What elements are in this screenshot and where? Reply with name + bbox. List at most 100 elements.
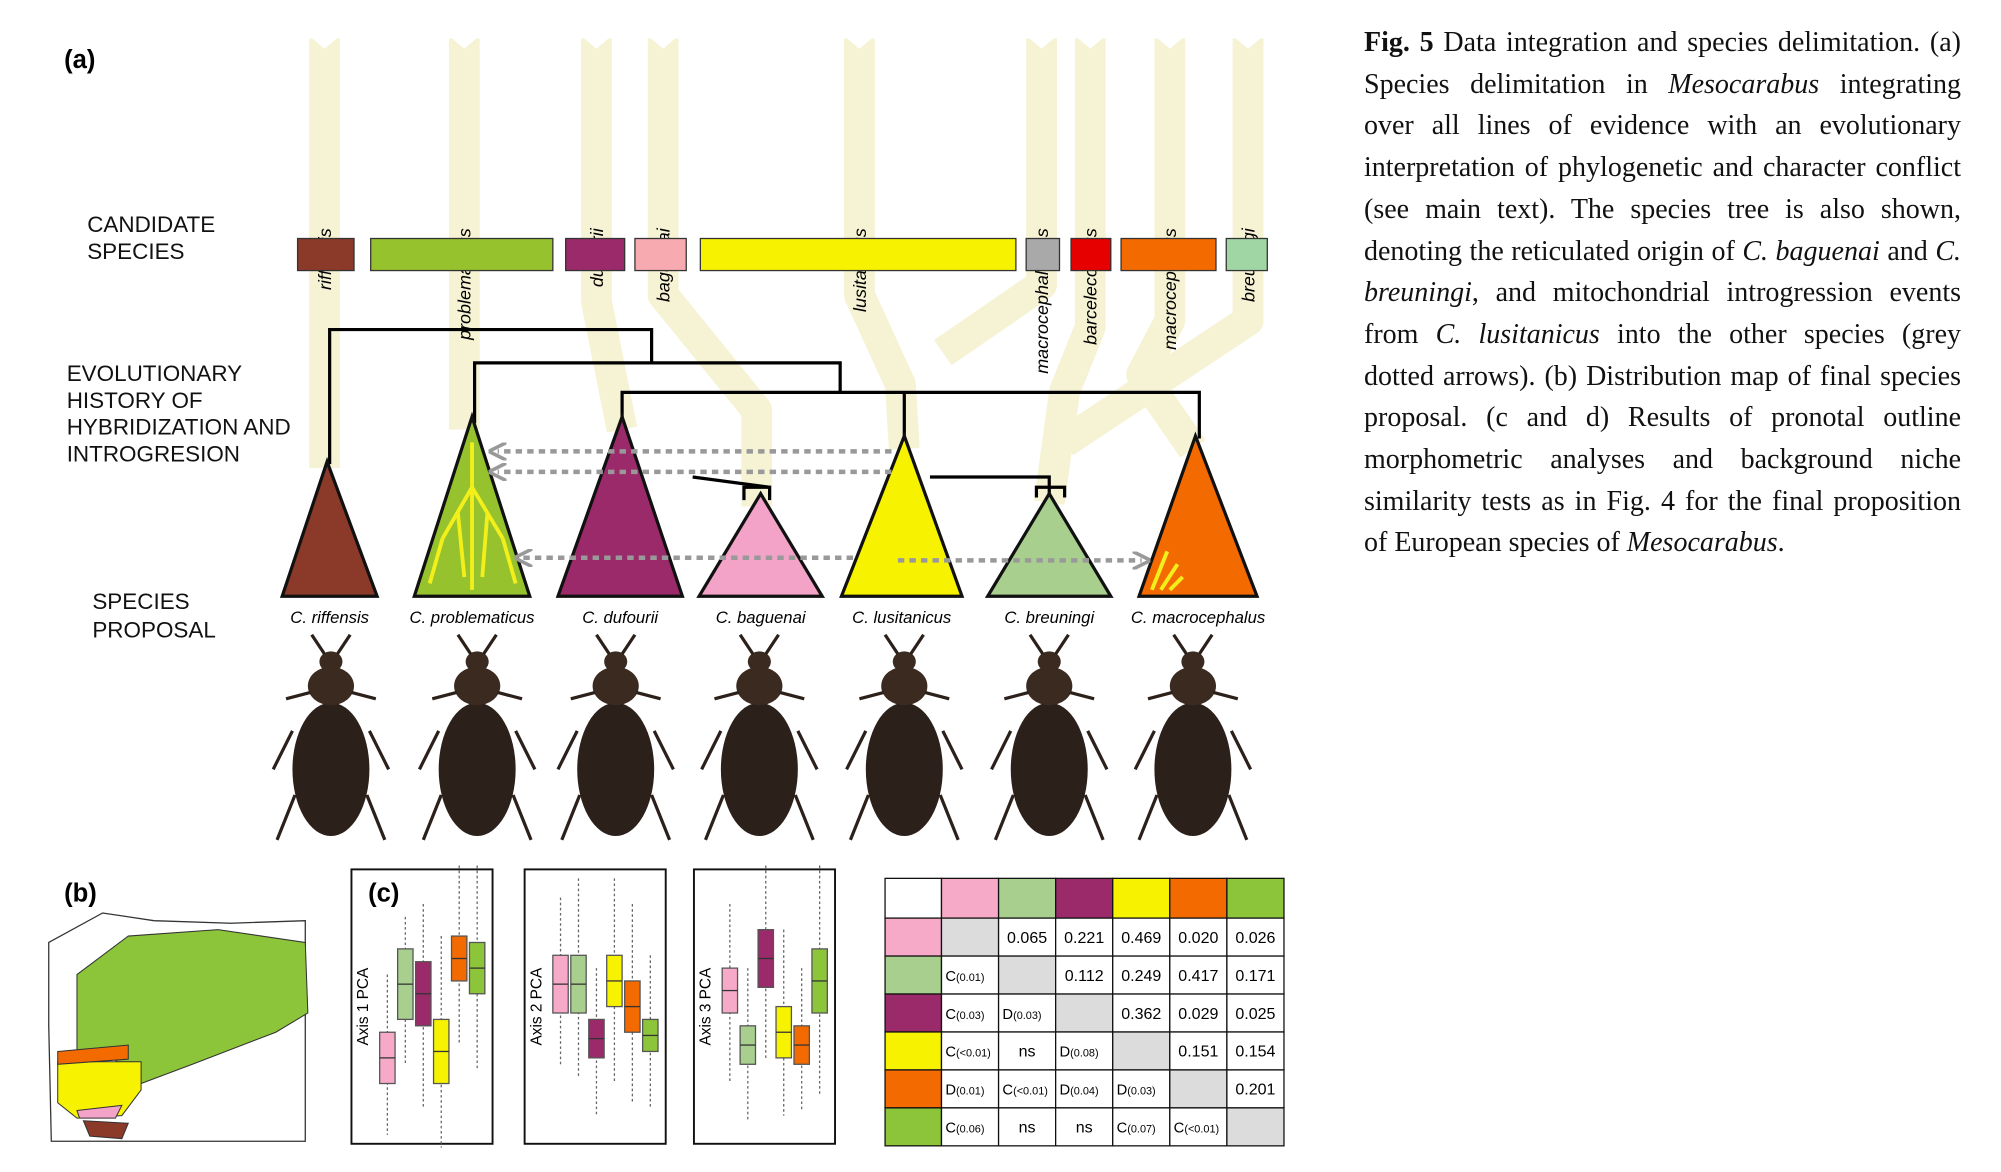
cell [940,1107,1000,1147]
beetle-leg [271,730,294,771]
cell-test: C(<0.01) [1174,1121,1219,1137]
caption-segment: Fig. 5 [1364,27,1434,58]
diagonal-cell [997,955,1057,995]
candidate-box [699,237,1017,272]
test-p: (0.01) [956,972,984,984]
cell-test: D(0.04) [1060,1083,1099,1099]
beetle-leg [1227,794,1249,841]
candidate-box [634,237,687,272]
cell-value: 0.065 [1007,929,1047,947]
cell [940,1031,1000,1071]
species-name: C. problematicus [410,608,535,627]
beetle-leg [560,794,582,841]
beetle-leg [1069,690,1095,701]
beetle-pronotum [592,666,639,706]
test-letter: D [1060,1083,1071,1099]
plot-frame [523,868,667,1145]
reticulation [456,512,467,578]
reticulation [1150,550,1170,591]
species-name: C. lusitanicus [852,608,951,627]
row-color [884,955,943,995]
caption-segment: Mesocarabus [1668,68,1820,100]
beetle-leg [883,633,900,655]
cell [1055,917,1114,957]
beetle-leg [990,730,1013,771]
test-letter: D [1002,1007,1013,1023]
cell-value: 0.249 [1121,967,1161,985]
beetle-abdomen [865,702,943,837]
color-header [1169,877,1228,919]
cell-value: 0.020 [1178,929,1218,947]
row-label: CANDIDATE [87,212,215,237]
beetle-leg [1172,633,1188,655]
lineage-ribbon [581,38,638,433]
beetle-abdomen [1154,702,1232,837]
beetle-leg [1054,633,1070,655]
beetle-leg [418,730,441,771]
cell [1226,1069,1285,1109]
cell-value: 0.417 [1178,967,1218,985]
test-letter: C [1117,1121,1128,1137]
color-header [997,877,1057,919]
row-label: PROPOSAL [92,617,215,642]
row-color [884,1031,943,1071]
cell [1055,1031,1114,1071]
plot-frame [692,868,836,1145]
tree-branch [742,485,772,501]
caption-segment: and [1879,235,1936,267]
beetle-pronotum [307,666,355,706]
cell-value: ns [1019,1119,1036,1137]
cell [1169,1107,1228,1147]
test-p: (0.01) [956,1086,984,1098]
beetle-leg [1133,730,1156,771]
cell [940,993,1000,1033]
cell-value: 0.029 [1178,1005,1218,1023]
beetle-leg [779,690,805,701]
beetle-leg [456,633,473,655]
color-header [1055,877,1114,919]
row-label: SPECIES [87,239,184,264]
lineage-ribbon [1033,38,1106,505]
reticulation [427,538,445,584]
beetle-leg [1213,690,1239,701]
cell-test: D(0.03) [1117,1083,1156,1099]
diagonal-cell [1112,1031,1171,1071]
beetle-leg [941,730,964,771]
beetle-leg [924,690,950,701]
species-triangle [696,490,826,598]
cell-value: ns [1076,1119,1093,1137]
beetle-leg [848,794,870,841]
row-label: EVOLUTIONARY [67,361,242,386]
cell-value: 0.112 [1065,967,1104,985]
cell [1055,1069,1114,1109]
cell-value: 0.154 [1235,1043,1275,1061]
beetle-leg [1147,690,1173,701]
lineage-ribbon [844,38,920,450]
beetle-leg [764,633,780,655]
beetle-leg [700,730,723,771]
beetle-head [1181,651,1205,672]
cell-test: D(0.03) [1002,1007,1041,1023]
beetle-pronotum [736,666,783,706]
cell-value: 0.221 [1064,929,1104,947]
candidate-box [1025,237,1061,272]
diagonal-cell [940,917,1000,957]
beetle-leg [650,794,672,841]
species-triangle [984,490,1114,598]
beetle-leg [1083,794,1105,841]
test-p: (0.03) [1013,1010,1041,1022]
cell-value: ns [1019,1043,1036,1061]
beetle-leg [336,633,352,655]
range-riffensis [82,1120,130,1140]
row-label: HYBRIDIZATION AND [67,415,291,440]
species-name: C. macrocephalus [1131,608,1265,627]
candidate-box [565,237,626,272]
tree-branch [929,475,1051,498]
beetle-abdomen [292,702,370,837]
cell-test: C(0.01) [945,969,984,985]
cell-value: 0.469 [1121,929,1161,947]
caption-segment: . [1777,527,1785,559]
cell-test: D(0.01) [945,1083,984,1099]
beetle-leg [285,690,311,701]
